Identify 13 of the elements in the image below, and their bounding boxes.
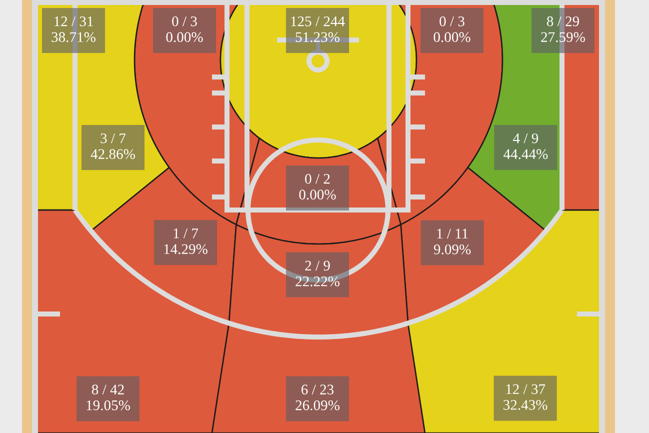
data-label: 0 / 2 0.00% [299,174,336,200]
data-label: 8 / 42 19.05% [86,384,130,410]
data-label: 125 / 244 51.23% [291,16,345,42]
data-label: 1 / 11 9.09% [434,228,471,254]
data-label: 0 / 3 0.00% [166,16,203,42]
data-label: 8 / 29 27.59% [541,16,585,42]
data-label: 12 / 37 32.43% [504,384,548,410]
data-label: 0 / 3 0.00% [434,16,470,42]
data-label: 1 / 7 14.29% [164,228,208,254]
data-label: 2 / 9 22.22% [296,260,340,286]
data-label: 6 / 23 26.09% [296,384,340,410]
data-label: 4 / 9 44.44% [504,133,548,160]
data-label: 3 / 7 42.86% [90,133,135,160]
